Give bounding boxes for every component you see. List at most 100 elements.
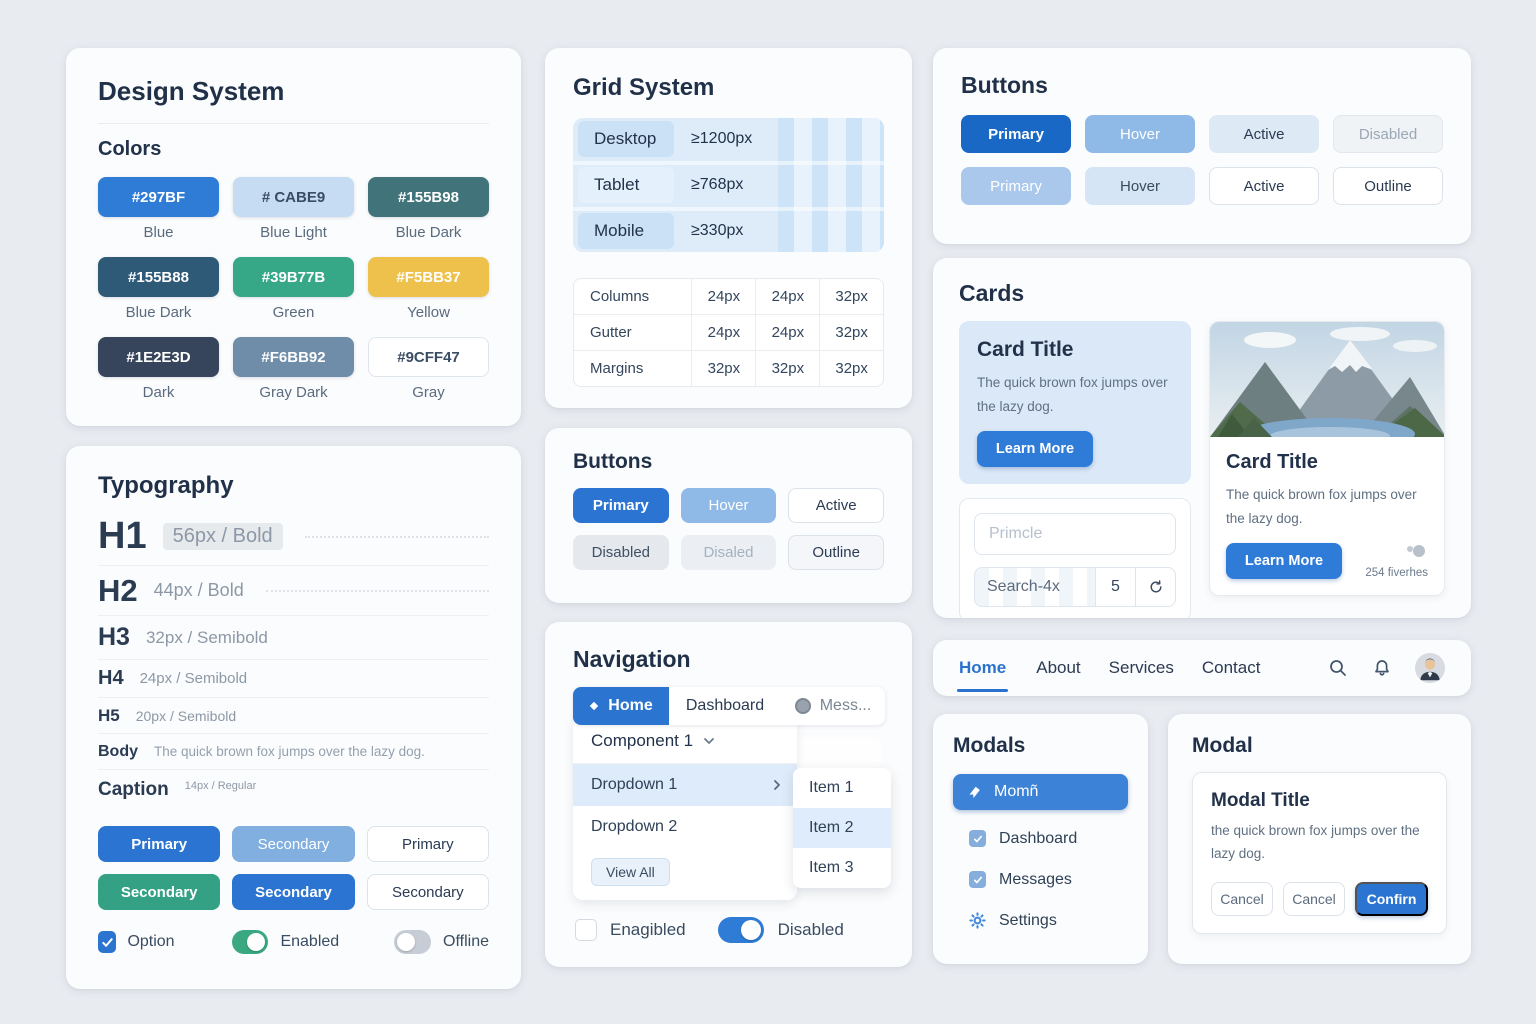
option-checkbox[interactable]: [98, 931, 117, 953]
table-row: Gutter 24px 24px 32px: [574, 314, 883, 350]
disabled-button[interactable]: Disabled: [573, 535, 669, 570]
menu-component-1[interactable]: Component 1: [573, 718, 797, 764]
type-tag: H1: [98, 515, 147, 557]
modals-item-dashboard[interactable]: Dashboard: [953, 818, 1128, 859]
hover-light-button[interactable]: Hover: [1085, 167, 1195, 205]
disabled-button-2[interactable]: Disaled: [680, 535, 777, 570]
hover-button[interactable]: Hover: [1085, 115, 1195, 153]
secondary-blue-button[interactable]: Secondary: [232, 874, 355, 910]
swatch-chip: #F6BB92: [233, 337, 354, 377]
cancel-button-2[interactable]: Cancel: [1283, 881, 1345, 916]
navbar-link-home[interactable]: Home: [956, 658, 1009, 692]
card-footer: Learn More 254 fiverhes: [1226, 543, 1428, 580]
modals-panel: Modals Momñ Dashboard Messages: [933, 714, 1148, 964]
enagibled-checkbox[interactable]: [575, 919, 597, 941]
disabled-toggle[interactable]: [717, 917, 764, 943]
hover-button[interactable]: Hover: [680, 488, 777, 523]
submenu-item-3[interactable]: Item 3: [809, 859, 854, 876]
search-button[interactable]: [1327, 657, 1349, 679]
button-row-1: Primary Hover Active: [573, 488, 884, 523]
swatch-chip: # CABE9: [233, 177, 354, 217]
enabled-toggle[interactable]: [231, 930, 269, 954]
buttons-small-panel: Buttons Primary Hover Active Disabled Di…: [545, 428, 912, 603]
card-image: [1210, 322, 1444, 450]
learn-more-button[interactable]: Learn More: [1226, 543, 1342, 580]
primary-button[interactable]: Primary: [98, 826, 221, 862]
menu-dropdown-1[interactable]: Dropdown 1: [573, 764, 797, 806]
cancel-button[interactable]: Cancel: [1211, 881, 1273, 916]
navbar-link-services[interactable]: Services: [1108, 658, 1174, 677]
panel-title: Grid System: [573, 74, 715, 101]
primary-outline-button[interactable]: Primary: [366, 826, 489, 862]
refresh-button[interactable]: [1136, 567, 1176, 608]
modals-item-label: Settings: [999, 911, 1057, 929]
card-meta: 254 fiverhes: [1365, 544, 1428, 579]
text-input[interactable]: [974, 513, 1176, 556]
cards-body: Card Title The quick brown fox jumps ove…: [959, 321, 1445, 618]
bell-icon: [1375, 660, 1389, 676]
toggle-knob: [740, 920, 761, 940]
card-body-text: The quick brown fox jumps over the lazy …: [977, 375, 1168, 414]
modals-item-settings[interactable]: Settings: [953, 900, 1128, 941]
learn-more-button[interactable]: Learn More: [977, 431, 1093, 468]
active-outline-button[interactable]: Active: [1209, 167, 1319, 205]
tab-label: Home: [608, 697, 653, 714]
disabled-button[interactable]: Disabled: [1333, 115, 1443, 153]
panel-title: Cards: [959, 280, 1025, 306]
device-label: Mobile: [578, 213, 674, 249]
view-all-button[interactable]: View All: [591, 858, 670, 886]
modals-item-messages[interactable]: Messages: [953, 859, 1128, 900]
navbar-link-about[interactable]: About: [1036, 658, 1081, 677]
navbar-link-contact[interactable]: Contact: [1201, 658, 1261, 677]
card-title: Card Title: [1226, 451, 1318, 473]
breakpoint-value: ≥768px: [691, 176, 744, 193]
cell: 32px: [691, 351, 755, 386]
user-avatar[interactable]: [1415, 653, 1445, 683]
tab-dashboard[interactable]: Dashboard: [669, 687, 781, 725]
tab-home[interactable]: Home: [573, 687, 669, 725]
confirm-button[interactable]: Confirn: [1355, 881, 1428, 916]
type-spec: 14px / Regular: [184, 780, 257, 792]
type-tag: H3: [98, 623, 130, 651]
submenu-item-1[interactable]: Item 1: [809, 779, 854, 796]
primary-button[interactable]: Primary: [961, 115, 1071, 153]
navigation-panel: Navigation Home Dashboard Mess... Compon…: [545, 622, 912, 967]
secondary-button[interactable]: Secondary: [232, 826, 355, 862]
nav-tabbar: Home Dashboard Mess...: [573, 687, 885, 725]
menu-label: Dropdown 1: [591, 776, 678, 793]
primary-light-button[interactable]: Primary: [961, 167, 1071, 205]
search-input[interactable]: Search-4x: [974, 567, 1096, 608]
cards-left-column: Card Title The quick brown fox jumps ove…: [959, 321, 1191, 618]
swatch-chip: #155B88: [98, 257, 219, 297]
primary-button[interactable]: Primary: [573, 488, 669, 523]
swatch-chip: #1E2E3D: [98, 337, 219, 377]
card-body-text: The quick brown fox jumps over the lazy …: [1226, 487, 1417, 526]
offline-toggle[interactable]: [394, 930, 432, 954]
card-content: Card Title The quick brown fox jumps ove…: [1210, 437, 1444, 595]
modals-item-selected[interactable]: Momñ: [953, 774, 1128, 810]
button-row-2: Disabled Disaled Outline: [573, 535, 884, 570]
submenu-item-2[interactable]: Item 2: [793, 808, 891, 848]
navbar-actions: [1327, 653, 1445, 683]
modals-item-label: Messages: [999, 870, 1072, 888]
toggle-knob: [247, 933, 266, 951]
design-system-panel: Design System Colors #297BF Blue # CABE9…: [66, 48, 521, 426]
checkbox-label: Enagibled: [610, 920, 686, 939]
active-button[interactable]: Active: [1209, 115, 1319, 153]
active-button[interactable]: Active: [788, 488, 884, 523]
secondary-green-button[interactable]: Secondary: [98, 874, 221, 910]
swatch-dark: #1E2E3D Dark: [98, 337, 219, 401]
modal-buttons: Cancel Cancel Confirn: [1211, 881, 1428, 916]
outline-button[interactable]: Outline: [788, 535, 884, 570]
checkbox-icon: [969, 830, 986, 847]
grid-spec-table: Columns 24px 24px 32px Gutter 24px 24px …: [573, 278, 884, 387]
notifications-button[interactable]: [1371, 657, 1393, 679]
type-spec: 32px / Semibold: [145, 627, 268, 647]
tab-messages[interactable]: Mess...: [781, 687, 885, 725]
search-count[interactable]: 5: [1096, 567, 1136, 608]
secondary-outline-button[interactable]: Secondary: [366, 874, 489, 910]
menu-dropdown-2[interactable]: Dropdown 2: [573, 806, 797, 848]
grid-columns-stripes: [778, 118, 884, 252]
outline-button[interactable]: Outline: [1333, 167, 1443, 205]
swatch-label: Gray: [412, 384, 445, 401]
